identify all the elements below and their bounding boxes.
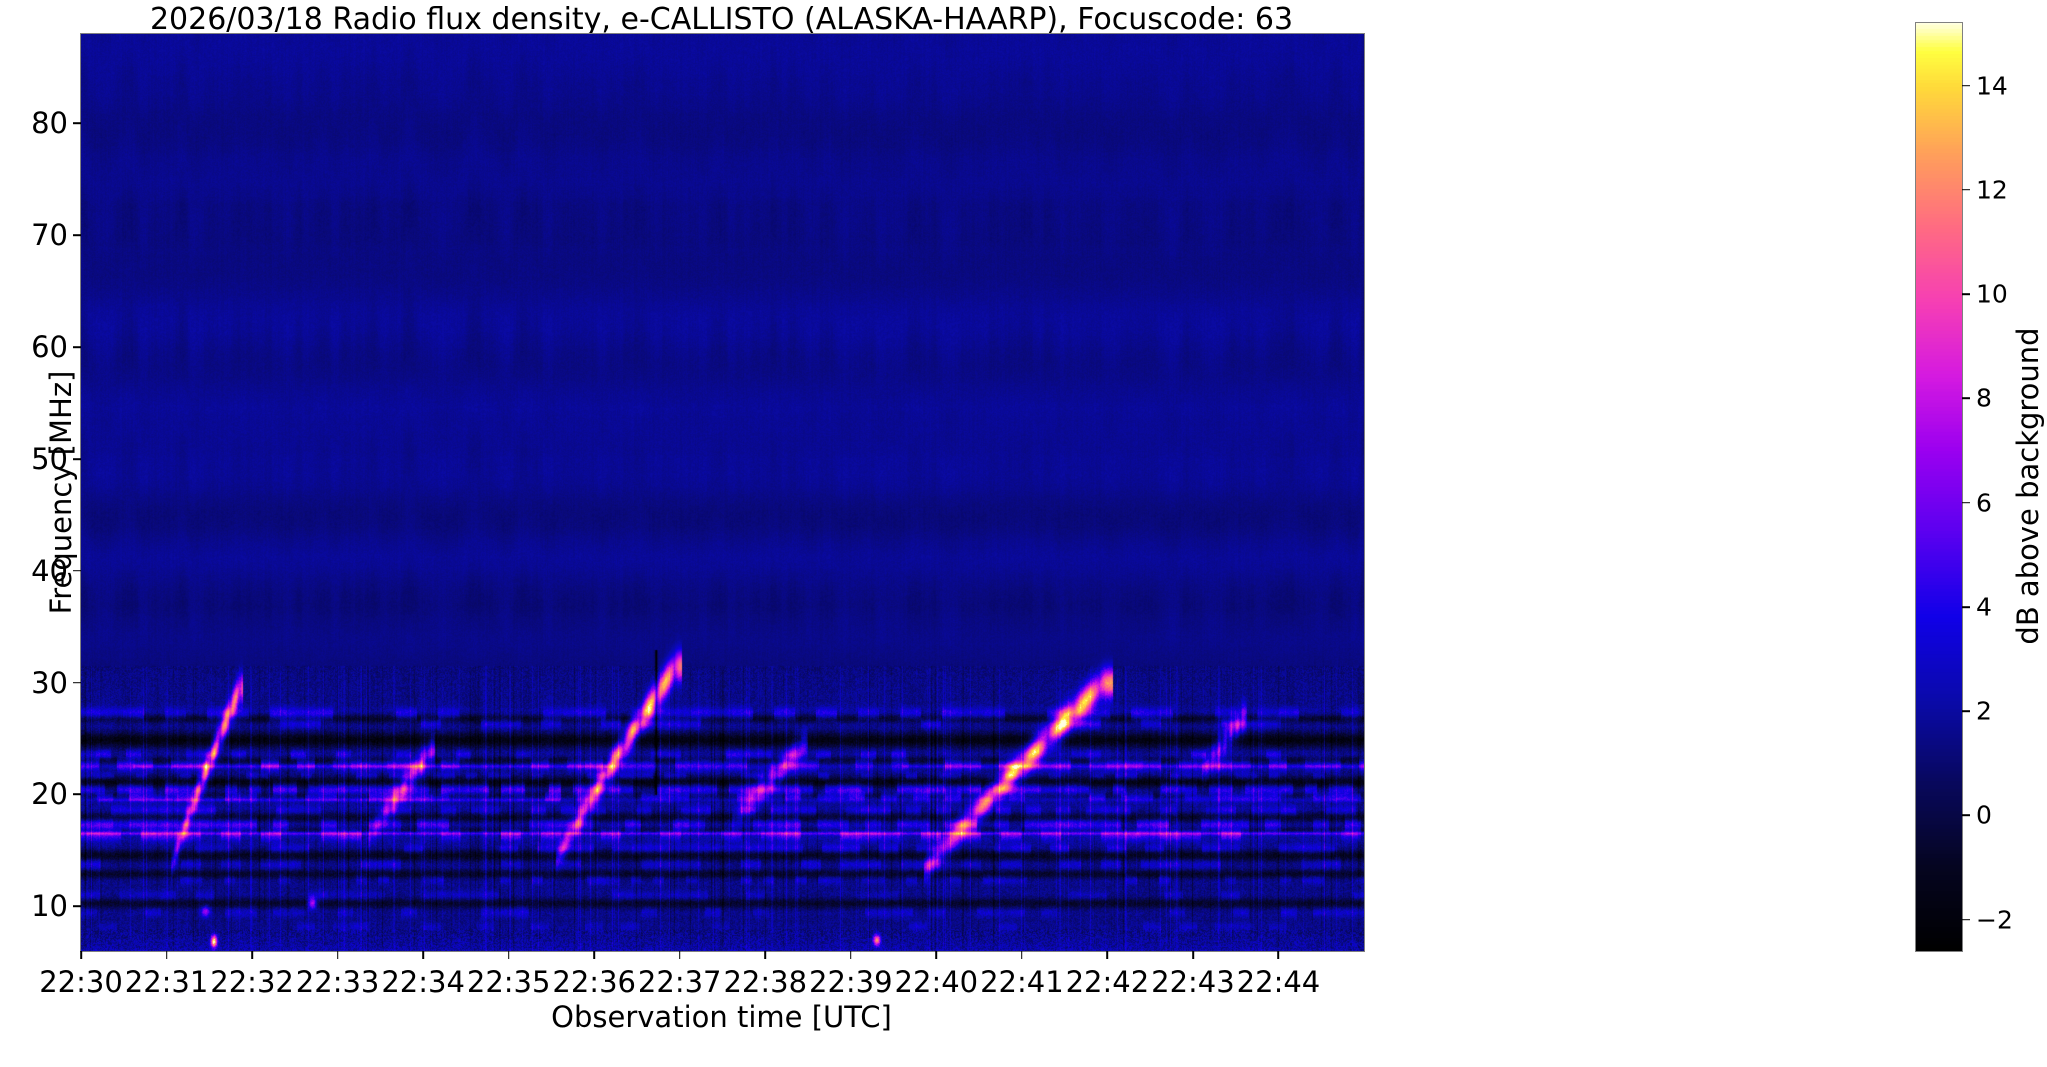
y-tick-mark xyxy=(73,234,81,237)
colorbar-gradient xyxy=(1916,23,1962,951)
colorbar-tick-label: 4 xyxy=(1976,592,1992,622)
colorbar-tick-label: 6 xyxy=(1976,488,1992,518)
x-tick-label: 22:44 xyxy=(1236,965,1321,999)
y-tick-label: 10 xyxy=(31,889,68,924)
x-tick-label: 22:37 xyxy=(637,965,722,999)
colorbar-tick-mark xyxy=(1962,606,1970,608)
colorbar-tick-label: 10 xyxy=(1976,279,2008,309)
x-tick-label: 22:38 xyxy=(723,965,808,999)
x-axis-label: Observation time [UTC] xyxy=(551,1000,892,1034)
x-tick-label: 22:36 xyxy=(552,965,636,999)
colorbar-tick-label: 12 xyxy=(1976,175,2008,205)
y-axis-label: Frequency [MHz] xyxy=(44,370,78,615)
x-tick-label: 22:34 xyxy=(381,965,465,999)
colorbar-label: dB above background xyxy=(2011,327,2045,645)
x-tick-mark xyxy=(1277,951,1280,959)
x-tick-mark xyxy=(678,951,681,959)
y-tick-label: 30 xyxy=(31,665,68,700)
x-tick-mark xyxy=(593,951,595,959)
y-tick-mark xyxy=(73,458,81,460)
x-tick-mark xyxy=(1192,951,1194,959)
y-tick-mark xyxy=(73,569,81,572)
x-tick-label: 22:31 xyxy=(124,965,209,999)
y-tick-mark xyxy=(73,122,81,125)
y-tick-label: 40 xyxy=(31,553,68,588)
x-tick-mark xyxy=(1106,951,1109,959)
y-tick-mark xyxy=(73,346,81,348)
colorbar-tick-label: 14 xyxy=(1976,71,2008,101)
colorbar-tick-label: 0 xyxy=(1976,800,1992,830)
y-tick-mark xyxy=(73,793,81,796)
x-tick-label: 22:43 xyxy=(1151,965,1235,999)
x-tick-label: 22:30 xyxy=(39,965,123,999)
x-tick-label: 22:32 xyxy=(210,965,294,999)
colorbar-axes[interactable]: 14 12 10 8 6 4 2 0 −2 xyxy=(1915,22,2013,952)
x-tick-label: 22:40 xyxy=(894,965,979,999)
spectrogram-image xyxy=(81,34,1364,951)
x-tick-mark xyxy=(336,951,339,959)
x-tick-mark xyxy=(764,951,767,959)
colorbar-tick-mark xyxy=(1962,84,1970,87)
y-tick-label: 70 xyxy=(31,218,68,253)
y-tick-label: 60 xyxy=(31,330,68,365)
x-tick-mark xyxy=(251,951,253,959)
colorbar-tick-mark xyxy=(1962,918,1970,921)
x-tick-mark xyxy=(422,951,424,959)
colorbar-tick-mark xyxy=(1962,814,1970,817)
x-tick-label: 22:35 xyxy=(466,965,551,999)
colorbar-tick-mark xyxy=(1962,293,1970,295)
colorbar-tick-label: 2 xyxy=(1976,696,1992,726)
x-tick-mark xyxy=(1021,951,1023,959)
x-tick-mark xyxy=(165,951,168,959)
y-tick-label: 20 xyxy=(31,777,68,812)
x-tick-mark xyxy=(80,951,82,959)
x-tick-mark xyxy=(935,951,938,959)
y-tick-label: 50 xyxy=(31,441,68,476)
x-tick-mark xyxy=(850,951,852,959)
x-tick-label: 22:39 xyxy=(809,965,893,999)
spectrogram-axes[interactable]: Frequency [MHz] 80 70 60 50 40 30 20 10 22:30 22… xyxy=(31,33,1365,999)
page-title: 2026/03/18 Radio flux density, e-CALLIST… xyxy=(149,2,1294,37)
x-tick-label: 22:41 xyxy=(980,965,1064,999)
colorbar-tick-mark xyxy=(1962,397,1970,400)
x-tick-mark xyxy=(507,951,510,959)
colorbar-tick-mark xyxy=(1962,710,1970,712)
y-tick-label: 80 xyxy=(31,106,68,141)
x-tick-label: 22:33 xyxy=(295,965,380,999)
y-tick-mark xyxy=(73,681,81,684)
colorbar-tick-mark xyxy=(1962,189,1970,191)
x-tick-label: 22:42 xyxy=(1065,965,1150,999)
colorbar-tick-label: −2 xyxy=(1976,905,2013,935)
colorbar-tick-label: 8 xyxy=(1976,383,1992,413)
colorbar-tick-mark xyxy=(1962,501,1970,504)
y-tick-mark xyxy=(73,905,81,908)
